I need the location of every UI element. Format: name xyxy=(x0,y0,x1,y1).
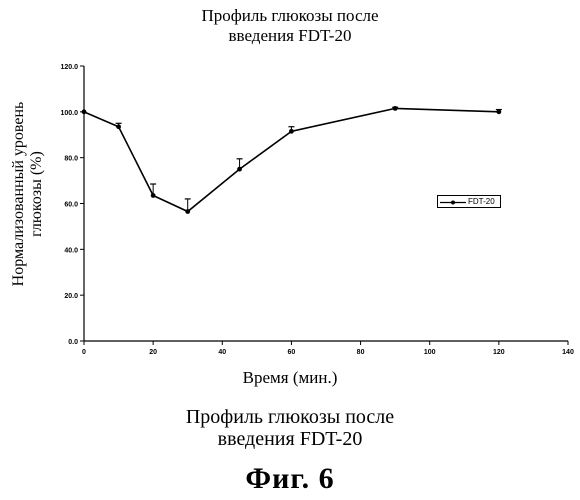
data-point xyxy=(289,129,294,134)
y-tick-label: 60.0 xyxy=(64,202,78,209)
y-tick-label: 40.0 xyxy=(64,247,78,254)
x-axis-label: Время (мин.) xyxy=(200,368,380,388)
y-axis-label-line-1: Нормализованный уровень xyxy=(10,94,28,294)
x-tick-label: 0 xyxy=(82,349,86,356)
figure-label: Фиг. 6 xyxy=(190,462,390,496)
x-tick-label: 100 xyxy=(424,349,436,356)
y-tick-label: 120.0 xyxy=(60,64,78,71)
x-tick-label: 20 xyxy=(149,349,157,356)
data-point xyxy=(185,209,190,214)
y-tick-label: 20.0 xyxy=(64,293,78,300)
x-tick-label: 80 xyxy=(357,349,365,356)
data-point xyxy=(393,106,398,111)
data-point xyxy=(116,124,121,129)
x-tick-label: 60 xyxy=(288,349,296,356)
x-tick-label: 140 xyxy=(562,349,574,356)
y-tick-label: 80.0 xyxy=(64,156,78,163)
figure-caption-line-1: Профиль глюкозы после xyxy=(120,406,460,428)
figure-caption: Профиль глюкозы после введения FDT-20 xyxy=(120,406,460,450)
y-tick-label: 0.0 xyxy=(68,339,78,346)
legend: FDT-20 xyxy=(437,195,501,208)
data-point xyxy=(237,167,242,172)
data-point xyxy=(496,109,501,114)
x-tick-label: 40 xyxy=(218,349,226,356)
y-axis-label-line-2: глюкозы (%) xyxy=(28,94,46,294)
figure-caption-line-2: введения FDT-20 xyxy=(120,428,460,450)
y-tick-label: 100.0 xyxy=(60,110,78,117)
y-axis-label: Нормализованный уровень глюкозы (%) xyxy=(10,94,46,294)
legend-line-marker xyxy=(440,198,468,207)
data-point xyxy=(82,109,87,114)
x-tick-label: 120 xyxy=(493,349,505,356)
legend-label: FDT-20 xyxy=(468,196,495,207)
data-point xyxy=(151,193,156,198)
